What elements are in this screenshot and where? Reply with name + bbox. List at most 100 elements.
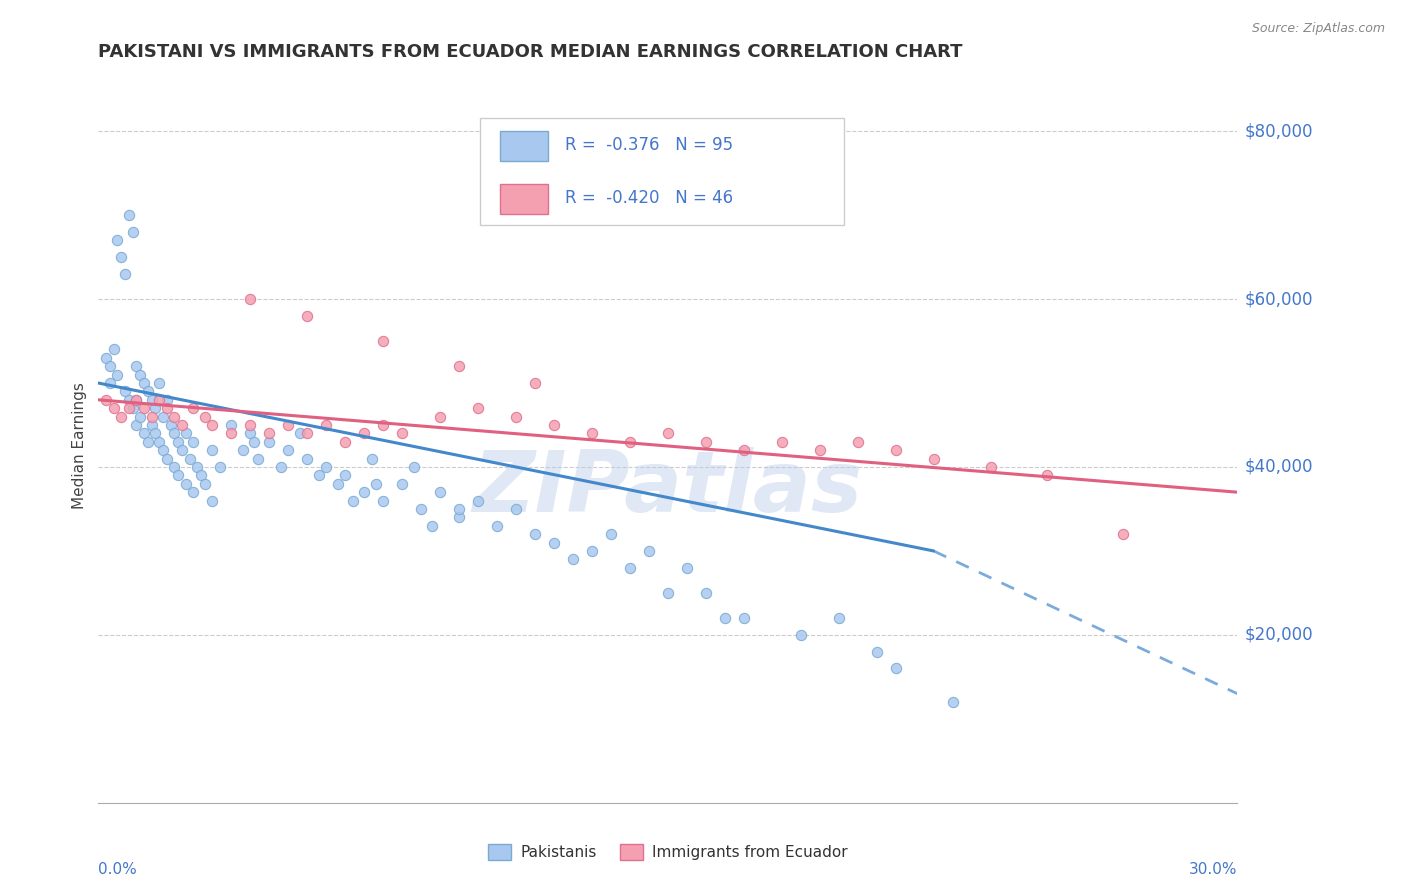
Point (657, 586, 679, 600)
Point (132, 376, 155, 390)
Point (239, 417, 262, 432)
Legend: Pakistanis, Immigrants from Ecuador: Pakistanis, Immigrants from Ecuador (482, 838, 853, 866)
Point (486, 518, 509, 533)
Point (98, 376, 121, 390)
Point (170, 417, 193, 432)
Point (297, 426, 319, 441)
Point (221, 426, 243, 441)
Point (125, 392, 148, 407)
Point (676, 560, 699, 574)
Point (505, 409, 527, 424)
Point (581, 426, 603, 441)
FancyBboxPatch shape (479, 118, 845, 225)
Text: 0.0%: 0.0% (98, 862, 138, 877)
Point (183, 401, 205, 416)
Point (371, 417, 394, 432)
Point (110, 250, 132, 264)
Bar (501, 184, 548, 214)
Point (141, 417, 163, 432)
Point (145, 401, 167, 416)
Point (125, 392, 148, 407)
Point (429, 485, 451, 500)
Point (167, 468, 190, 483)
Point (846, 434, 869, 449)
Point (562, 552, 585, 566)
Point (121, 401, 143, 416)
Point (543, 535, 565, 549)
Point (942, 695, 965, 709)
Point (600, 527, 623, 541)
Point (201, 443, 224, 458)
Point (129, 368, 152, 382)
Text: $80,000: $80,000 (1244, 122, 1313, 140)
Point (163, 460, 186, 475)
Point (110, 409, 132, 424)
Point (179, 451, 201, 466)
Point (183, 434, 205, 449)
Point (315, 460, 337, 475)
Point (118, 392, 141, 407)
Point (221, 417, 243, 432)
Point (148, 376, 170, 390)
Point (129, 409, 152, 424)
Text: $20,000: $20,000 (1244, 626, 1313, 644)
Point (979, 460, 1001, 475)
Point (411, 502, 433, 516)
Point (167, 434, 190, 449)
Point (114, 267, 136, 281)
Point (94, 351, 117, 365)
Point (94, 392, 117, 407)
Point (884, 443, 907, 458)
Point (141, 409, 163, 424)
Point (125, 359, 148, 374)
Point (288, 426, 311, 441)
Point (543, 417, 565, 432)
Point (156, 401, 179, 416)
Point (770, 434, 793, 449)
Point (371, 493, 394, 508)
Point (308, 468, 330, 483)
Point (733, 443, 755, 458)
Text: PAKISTANI VS IMMIGRANTS FROM ECUADOR MEDIAN EARNINGS CORRELATION CHART: PAKISTANI VS IMMIGRANTS FROM ECUADOR MED… (98, 43, 963, 61)
Point (695, 434, 717, 449)
Point (201, 493, 224, 508)
Point (297, 309, 319, 323)
Point (922, 451, 945, 466)
Point (107, 368, 129, 382)
Point (1112, 527, 1135, 541)
Point (364, 476, 387, 491)
Point (239, 426, 262, 441)
Point (132, 401, 155, 416)
Point (174, 476, 197, 491)
Point (808, 443, 831, 458)
Point (152, 409, 174, 424)
Point (136, 434, 159, 449)
Point (107, 233, 129, 247)
Point (103, 401, 125, 416)
Text: R =  -0.376   N = 95: R = -0.376 N = 95 (565, 136, 734, 153)
Point (391, 426, 413, 441)
Point (121, 225, 143, 239)
Point (422, 518, 444, 533)
Point (315, 417, 337, 432)
Point (714, 611, 737, 625)
Point (866, 645, 889, 659)
Bar (501, 130, 548, 161)
Point (657, 426, 679, 441)
Text: ZIPatlas: ZIPatlas (472, 447, 863, 531)
Point (360, 451, 382, 466)
Point (467, 401, 489, 416)
Point (277, 443, 299, 458)
Point (270, 460, 292, 475)
Point (447, 510, 470, 524)
Point (239, 292, 262, 306)
Point (884, 661, 907, 675)
Point (186, 460, 208, 475)
Point (183, 485, 205, 500)
Point (246, 451, 269, 466)
Point (695, 586, 717, 600)
Point (326, 476, 349, 491)
Point (828, 611, 851, 625)
Text: $60,000: $60,000 (1244, 290, 1313, 308)
Point (353, 426, 375, 441)
